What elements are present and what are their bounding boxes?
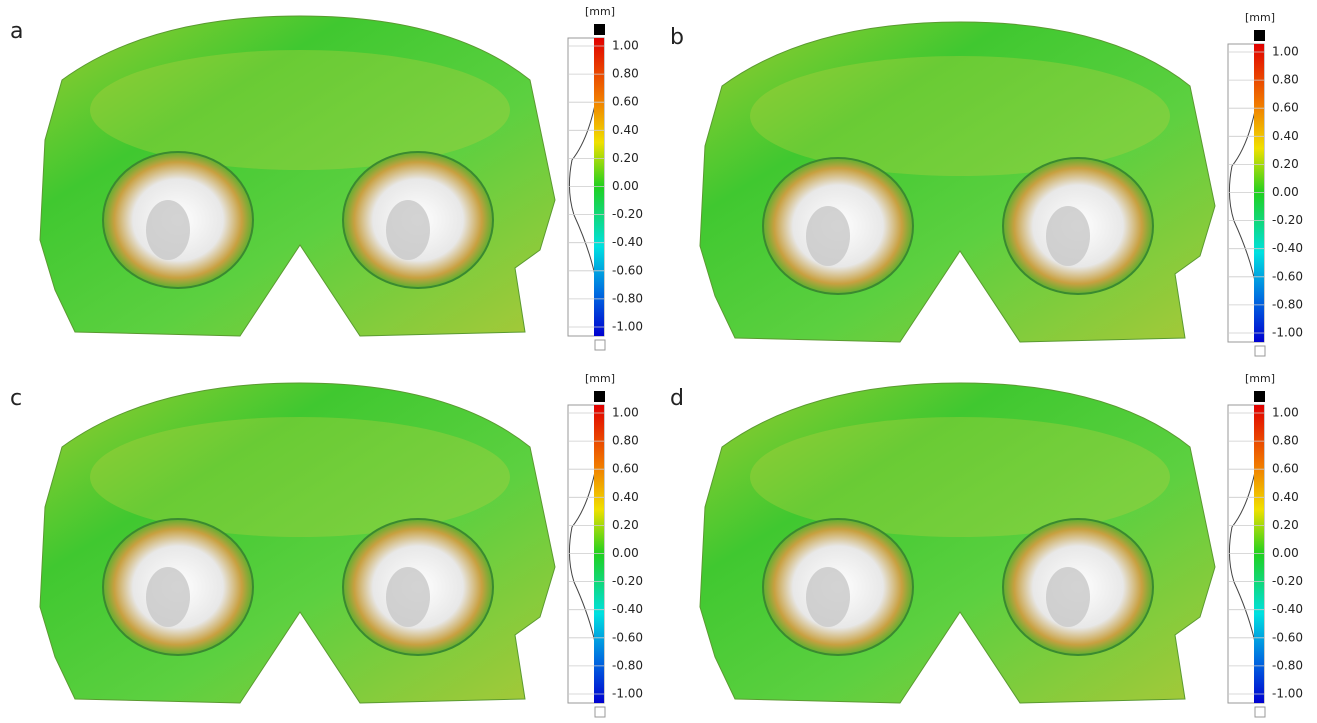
unit-label: [mm] bbox=[1245, 372, 1275, 385]
color-swatch bbox=[594, 24, 605, 35]
color-swatch bbox=[594, 391, 605, 402]
socket-bone bbox=[806, 206, 850, 266]
brow-shade bbox=[750, 417, 1170, 537]
scale-label: -1.00 bbox=[1272, 326, 1303, 340]
scale-label: 0.40 bbox=[612, 123, 639, 137]
scale-label: -0.20 bbox=[1272, 574, 1303, 588]
empty-box bbox=[1255, 707, 1265, 717]
scale-label: 0.80 bbox=[1272, 73, 1299, 87]
scale-label: 0.40 bbox=[612, 490, 639, 504]
scale-label: 1.00 bbox=[1272, 406, 1299, 420]
scale-label: -0.40 bbox=[1272, 241, 1303, 255]
scale-label: -0.40 bbox=[612, 235, 643, 249]
panel-label: b bbox=[670, 25, 684, 50]
panel: c [mm] 1.00 0.80 0.60 0.40 0.20 0.00 -0.20 -0.40 -… bbox=[10, 372, 643, 717]
socket-bone bbox=[146, 200, 190, 260]
scale-label: 0.60 bbox=[612, 95, 639, 109]
scale-label: 0.00 bbox=[1272, 546, 1299, 560]
brow-shade bbox=[90, 417, 510, 537]
scale-label: 0.80 bbox=[1272, 434, 1299, 448]
gradient-bar bbox=[594, 405, 604, 703]
scale-label: -0.80 bbox=[1272, 658, 1303, 672]
scale-label: -0.20 bbox=[1272, 213, 1303, 227]
skull-image bbox=[700, 383, 1215, 703]
scale-label: -0.60 bbox=[612, 630, 643, 644]
color-swatch bbox=[1254, 391, 1265, 402]
scale-label: -0.60 bbox=[1272, 269, 1303, 283]
skull-image bbox=[40, 16, 555, 336]
scale-label: 0.20 bbox=[1272, 518, 1299, 532]
unit-label: [mm] bbox=[585, 372, 615, 385]
color-bar: [mm] 1.00 0.80 0.60 0.40 0.20 0.00 -0.20 -0.40 -0… bbox=[1228, 372, 1303, 717]
scale-label: -0.80 bbox=[612, 291, 643, 305]
gradient-bar bbox=[1254, 405, 1264, 703]
color-bar: [mm] 1.00 0.80 0.60 0.40 0.20 0.00 -0.20 -0.40 -0… bbox=[568, 372, 643, 717]
scale-label: 0.80 bbox=[612, 67, 639, 81]
empty-box bbox=[595, 707, 605, 717]
brow-shade bbox=[90, 50, 510, 170]
scale-label: 0.80 bbox=[612, 434, 639, 448]
scale-label: -1.00 bbox=[1272, 687, 1303, 701]
skull-image bbox=[700, 22, 1215, 342]
scale-label: 0.60 bbox=[1272, 462, 1299, 476]
color-bar: [mm] 1.00 0.80 0.60 0.40 0.20 0.00 -0.20 -0.40 -0… bbox=[1228, 11, 1303, 356]
panel: a [mm] 1.00 0.80 0.60 0.40 0.20 0.00 -0.20 -0.40 -… bbox=[10, 5, 643, 350]
scale-label: -0.20 bbox=[612, 574, 643, 588]
unit-label: [mm] bbox=[1245, 11, 1275, 24]
panel-label: a bbox=[10, 19, 23, 44]
scale-label: 0.40 bbox=[1272, 129, 1299, 143]
scale-label: -0.60 bbox=[1272, 630, 1303, 644]
panel-label: d bbox=[670, 386, 684, 411]
scale-label: 0.20 bbox=[1272, 157, 1299, 171]
panel: b [mm] 1.00 0.80 0.60 0.40 0.20 0.00 -0.20 -0.40 -… bbox=[670, 11, 1303, 356]
scale-label: 0.00 bbox=[612, 546, 639, 560]
scale-label: -0.80 bbox=[612, 658, 643, 672]
empty-box bbox=[1255, 346, 1265, 356]
scale-label: -0.40 bbox=[612, 602, 643, 616]
unit-label: [mm] bbox=[585, 5, 615, 18]
socket-bone bbox=[1046, 567, 1090, 627]
gradient-bar bbox=[594, 38, 604, 336]
scale-label: 0.60 bbox=[1272, 101, 1299, 115]
scale-label: 1.00 bbox=[612, 39, 639, 53]
scale-label: 0.20 bbox=[612, 518, 639, 532]
empty-box bbox=[595, 340, 605, 350]
scale-label: 0.00 bbox=[1272, 185, 1299, 199]
scale-label: -1.00 bbox=[612, 687, 643, 701]
panel: d [mm] 1.00 0.80 0.60 0.40 0.20 0.00 -0.20 -0.40 -… bbox=[670, 372, 1303, 717]
scale-label: -0.40 bbox=[1272, 602, 1303, 616]
scale-label: 0.60 bbox=[612, 462, 639, 476]
color-bar: [mm] 1.00 0.80 0.60 0.40 0.20 0.00 -0.20 -0.40 -0… bbox=[568, 5, 643, 350]
scale-label: -1.00 bbox=[612, 320, 643, 334]
socket-bone bbox=[386, 200, 430, 260]
brow-shade bbox=[750, 56, 1170, 176]
scale-label: -0.80 bbox=[1272, 297, 1303, 311]
figure: a [mm] 1.00 0.80 0.60 0.40 0.20 0.00 -0.20 -0.40 -… bbox=[0, 0, 1317, 723]
scale-label: 1.00 bbox=[612, 406, 639, 420]
socket-bone bbox=[806, 567, 850, 627]
gradient-bar bbox=[1254, 44, 1264, 342]
scale-label: 0.00 bbox=[612, 179, 639, 193]
scale-label: 0.20 bbox=[612, 151, 639, 165]
panel-label: c bbox=[10, 386, 22, 411]
socket-bone bbox=[386, 567, 430, 627]
socket-bone bbox=[146, 567, 190, 627]
color-swatch bbox=[1254, 30, 1265, 41]
scale-label: -0.20 bbox=[612, 207, 643, 221]
scale-label: 0.40 bbox=[1272, 490, 1299, 504]
scale-label: 1.00 bbox=[1272, 45, 1299, 59]
scale-label: -0.60 bbox=[612, 263, 643, 277]
skull-image bbox=[40, 383, 555, 703]
socket-bone bbox=[1046, 206, 1090, 266]
